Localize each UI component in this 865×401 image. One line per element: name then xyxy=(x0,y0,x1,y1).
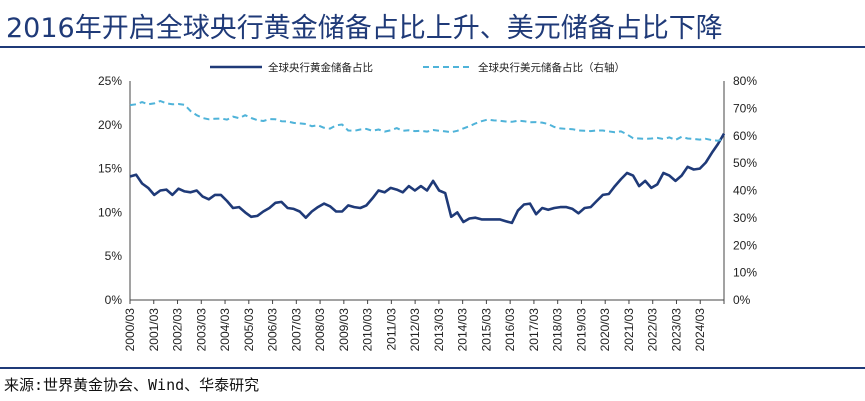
x-axis-ticks: 2000/03 2001/03 2002/03 2003/03 2004/03 2005/… xyxy=(123,300,725,352)
x-tick-label: 2003/03 xyxy=(194,308,208,352)
right-tick-label: 80% xyxy=(733,74,757,88)
x-tick-label: 2006/03 xyxy=(266,308,280,352)
x-tick-label: 2021/03 xyxy=(622,308,636,352)
line-chart: 0% 5% 10% 15% 20% 25% 0% 10% 20% 30% 40% 50% 60% 70%… xyxy=(98,61,757,352)
right-tick-label: 30% xyxy=(733,211,757,225)
right-tick-label: 60% xyxy=(733,129,757,143)
left-axis-ticks: 0% 5% 10% 15% 20% 25% xyxy=(98,74,122,307)
legend: 全球央行黄金储备占比 全球央行美元储备占比（右轴） xyxy=(210,61,625,74)
right-tick-label: 20% xyxy=(733,238,757,252)
right-tick-label: 70% xyxy=(733,101,757,115)
right-axis-ticks: 0% 10% 20% 30% 40% 50% 60% 70% 80% xyxy=(733,74,757,307)
x-tick-label: 2022/03 xyxy=(646,308,660,352)
left-tick-label: 15% xyxy=(98,162,122,176)
x-tick-label: 2005/03 xyxy=(242,308,256,352)
x-tick-label: 2024/03 xyxy=(693,308,707,352)
x-tick-label: 2012/03 xyxy=(408,308,422,352)
x-tick-label: 2020/03 xyxy=(598,308,612,352)
right-tick-label: 0% xyxy=(733,293,751,307)
x-tick-label: 2016/03 xyxy=(503,308,517,352)
x-tick-label: 2011/03 xyxy=(384,308,398,351)
left-tick-label: 20% xyxy=(98,118,122,132)
footer-rule xyxy=(0,367,865,369)
gold-share-line xyxy=(129,132,726,225)
usd-share-line xyxy=(129,100,725,142)
x-tick-label: 2015/03 xyxy=(479,308,493,352)
x-tick-label: 2000/03 xyxy=(123,308,137,352)
right-tick-label: 50% xyxy=(733,156,757,170)
left-tick-label: 25% xyxy=(98,74,122,88)
x-tick-label: 2014/03 xyxy=(456,308,470,352)
legend-label-gold: 全球央行黄金储备占比 xyxy=(268,61,373,74)
x-tick-label: 2010/03 xyxy=(361,308,375,352)
chart-title: 2016年开启全球央行黄金储备占比上升、美元储备占比下降 xyxy=(6,13,723,44)
x-tick-label: 2023/03 xyxy=(669,308,683,352)
x-tick-label: 2013/03 xyxy=(432,308,446,352)
x-tick-label: 2009/03 xyxy=(337,308,351,352)
right-tick-label: 10% xyxy=(733,266,757,280)
left-tick-label: 10% xyxy=(98,205,122,219)
x-tick-label: 2017/03 xyxy=(527,308,541,352)
left-tick-label: 0% xyxy=(105,293,123,307)
legend-label-usd: 全球央行美元储备占比（右轴） xyxy=(478,61,625,74)
x-tick-label: 2018/03 xyxy=(551,308,565,352)
x-tick-label: 2007/03 xyxy=(289,308,303,352)
source-note: 来源:世界黄金协会、Wind、华泰研究 xyxy=(4,376,260,394)
left-tick-label: 5% xyxy=(105,249,123,263)
series-layer xyxy=(129,100,726,225)
x-tick-label: 2008/03 xyxy=(313,308,327,352)
right-tick-label: 40% xyxy=(733,184,757,198)
x-tick-label: 2004/03 xyxy=(218,308,232,352)
title-underline xyxy=(0,46,865,48)
plot-area xyxy=(129,81,725,301)
x-tick-label: 2002/03 xyxy=(171,308,185,352)
x-tick-label: 2019/03 xyxy=(574,308,588,352)
x-tick-label: 2001/03 xyxy=(147,308,161,352)
